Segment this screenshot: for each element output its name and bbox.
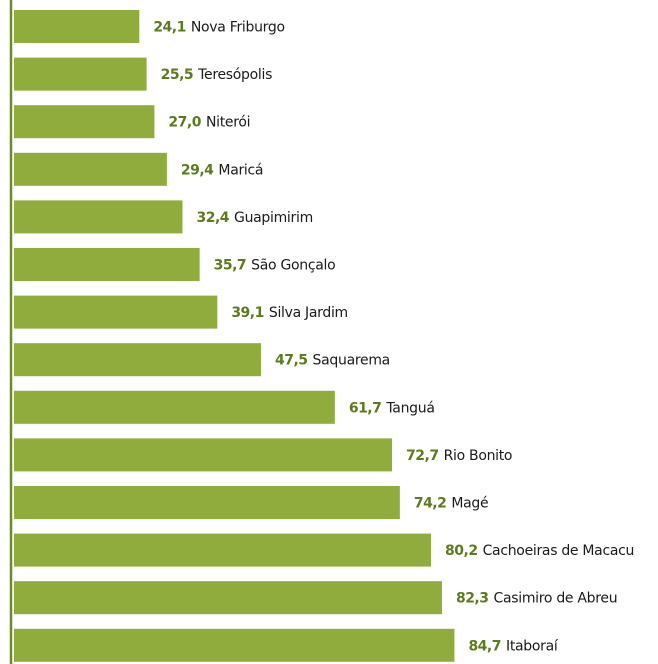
data-label: 80,2 xyxy=(445,543,478,559)
category-label: São Gonçalo xyxy=(251,258,335,274)
bar-label: 82,3 Casimiro de Abreu xyxy=(456,591,617,607)
bar xyxy=(14,486,400,519)
bar xyxy=(14,105,155,139)
category-label: Tanguá xyxy=(385,400,434,416)
data-label: 24,1 xyxy=(153,20,186,36)
category-label: Casimiro de Abreu xyxy=(494,591,618,607)
bar-label: 25,5 Teresópolis xyxy=(161,67,272,83)
data-label: 39,1 xyxy=(231,305,264,321)
category-label: Cachoeiras de Macacu xyxy=(483,543,635,559)
bar xyxy=(14,581,442,615)
bar xyxy=(14,10,140,43)
bar xyxy=(14,200,183,234)
bar-label: 27,0 Niterói xyxy=(168,115,250,131)
bar-label: 72,7 Rio Bonito xyxy=(406,448,512,464)
bar xyxy=(14,152,167,186)
bar xyxy=(14,533,432,567)
category-label: Guapimirim xyxy=(234,210,313,226)
bar-label: 32,4 Guapimirim xyxy=(196,210,312,226)
category-label: Itaboraí xyxy=(506,638,559,654)
data-label: 61,7 xyxy=(349,400,382,416)
bar xyxy=(14,438,393,472)
data-label: 25,5 xyxy=(161,67,194,83)
data-label: 72,7 xyxy=(406,448,439,464)
bar xyxy=(14,57,147,91)
category-label: Saquarema xyxy=(313,353,390,369)
bars-group: 24,1 Nova Friburgo 25,5 Teresópolis 27,0 Nite… xyxy=(14,10,634,662)
bar-label: 29,4 Maricá xyxy=(181,162,263,178)
category-label: Nova Friburgo xyxy=(191,20,285,36)
bar-label: 24,1 Nova Friburgo xyxy=(153,20,284,36)
category-label: Niterói xyxy=(206,115,250,131)
data-label: 84,7 xyxy=(468,638,501,654)
category-label: Silva Jardim xyxy=(269,305,348,321)
data-label: 74,2 xyxy=(414,496,447,512)
bar-label: 61,7 Tanguá xyxy=(349,400,435,416)
category-label: Teresópolis xyxy=(197,67,272,83)
bar xyxy=(14,343,261,377)
data-label: 32,4 xyxy=(196,210,229,226)
bar xyxy=(14,628,455,662)
category-label: Maricá xyxy=(218,162,263,178)
data-label: 27,0 xyxy=(168,115,201,131)
data-label: 82,3 xyxy=(456,591,489,607)
data-label: 47,5 xyxy=(275,353,308,369)
category-label: Magé xyxy=(451,496,488,512)
bar xyxy=(14,295,218,329)
bar-label: 47,5 Saquarema xyxy=(275,353,390,369)
bar-label: 35,7 São Gonçalo xyxy=(214,258,336,274)
bar xyxy=(14,390,335,424)
bar-label: 74,2 Magé xyxy=(414,496,489,512)
bar-label: 39,1 Silva Jardim xyxy=(231,305,348,321)
category-label: Rio Bonito xyxy=(444,448,513,464)
bar-label: 80,2 Cachoeiras de Macacu xyxy=(445,543,634,559)
bar-label: 84,7 Itaboraí xyxy=(468,638,558,654)
data-label: 35,7 xyxy=(214,258,247,274)
data-label: 29,4 xyxy=(181,162,214,178)
bar xyxy=(14,248,200,281)
